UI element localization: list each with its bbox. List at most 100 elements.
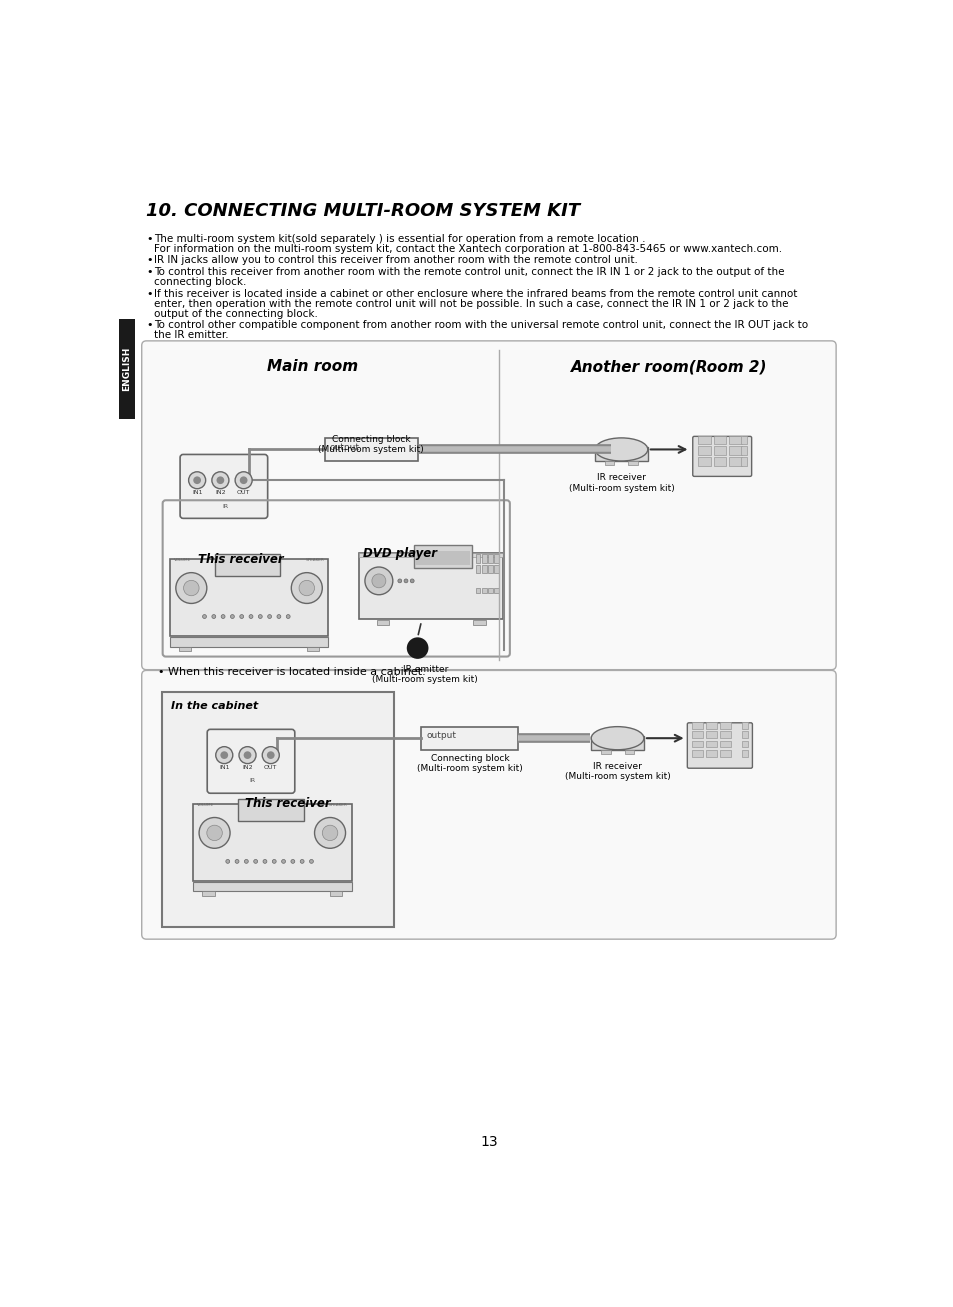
Circle shape: [263, 860, 267, 864]
Circle shape: [231, 614, 234, 618]
FancyBboxPatch shape: [686, 723, 752, 769]
Text: This receiver: This receiver: [198, 553, 284, 566]
FancyBboxPatch shape: [162, 691, 394, 927]
FancyBboxPatch shape: [415, 550, 470, 565]
Circle shape: [215, 746, 233, 763]
FancyBboxPatch shape: [705, 750, 716, 757]
FancyBboxPatch shape: [359, 553, 502, 557]
Circle shape: [183, 580, 199, 596]
FancyBboxPatch shape: [713, 447, 725, 455]
Text: VOLUME: VOLUME: [196, 802, 213, 806]
Circle shape: [239, 614, 243, 618]
FancyBboxPatch shape: [691, 721, 702, 729]
FancyBboxPatch shape: [214, 554, 280, 575]
Text: •: •: [146, 234, 152, 244]
Text: IR receiver
(Multi-room system kit): IR receiver (Multi-room system kit): [564, 762, 670, 782]
FancyBboxPatch shape: [595, 447, 647, 461]
FancyBboxPatch shape: [628, 461, 637, 465]
Text: IN1: IN1: [219, 765, 230, 770]
Ellipse shape: [591, 727, 643, 750]
Circle shape: [253, 860, 257, 864]
Circle shape: [212, 614, 215, 618]
Text: To control other compatible component from another room with the universal remot: To control other compatible component fr…: [154, 320, 807, 331]
Circle shape: [406, 638, 428, 659]
Text: •: •: [146, 320, 152, 331]
FancyBboxPatch shape: [481, 554, 486, 562]
Circle shape: [276, 614, 280, 618]
Text: ENGLISH: ENGLISH: [122, 346, 132, 391]
FancyBboxPatch shape: [698, 447, 710, 455]
Text: If this receiver is located inside a cabinet or other enclosure where the infrar: If this receiver is located inside a cab…: [154, 289, 797, 298]
FancyBboxPatch shape: [488, 554, 493, 562]
FancyBboxPatch shape: [713, 457, 725, 465]
Text: Connecting block
(Multi-room system kit): Connecting block (Multi-room system kit): [416, 754, 522, 772]
FancyBboxPatch shape: [720, 721, 730, 729]
FancyBboxPatch shape: [728, 435, 740, 444]
FancyBboxPatch shape: [705, 741, 716, 748]
FancyBboxPatch shape: [691, 750, 702, 757]
FancyBboxPatch shape: [142, 341, 835, 669]
Circle shape: [189, 472, 206, 489]
Text: connecting block.: connecting block.: [154, 277, 246, 288]
FancyBboxPatch shape: [202, 891, 214, 897]
FancyBboxPatch shape: [740, 435, 746, 444]
Text: output of the connecting block.: output of the connecting block.: [154, 308, 317, 319]
FancyBboxPatch shape: [376, 621, 389, 625]
Text: output: output: [329, 443, 359, 452]
Circle shape: [410, 579, 414, 583]
Circle shape: [291, 572, 322, 604]
Text: For information on the multi-room system kit, contact the Xantech corporation at: For information on the multi-room system…: [154, 244, 781, 254]
Text: • When this receiver is located inside a cabinet.: • When this receiver is located inside a…: [158, 668, 425, 677]
FancyBboxPatch shape: [740, 457, 746, 465]
Text: IR IN jacks allow you to control this receiver from another room with the remote: IR IN jacks allow you to control this re…: [154, 255, 638, 265]
FancyBboxPatch shape: [720, 741, 730, 748]
FancyBboxPatch shape: [600, 750, 610, 754]
FancyBboxPatch shape: [207, 729, 294, 793]
Text: output: output: [426, 732, 456, 740]
Circle shape: [286, 614, 290, 618]
FancyBboxPatch shape: [720, 731, 730, 738]
FancyBboxPatch shape: [740, 741, 747, 748]
FancyBboxPatch shape: [494, 565, 498, 574]
Text: SPEAKER: SPEAKER: [329, 802, 348, 806]
FancyBboxPatch shape: [481, 588, 486, 593]
Text: OUT: OUT: [236, 490, 250, 495]
FancyBboxPatch shape: [476, 554, 480, 562]
Text: DVD player: DVD player: [363, 548, 436, 561]
Bar: [119, 319, 134, 418]
FancyBboxPatch shape: [170, 559, 328, 635]
Circle shape: [404, 579, 408, 583]
FancyBboxPatch shape: [624, 750, 633, 754]
Circle shape: [212, 472, 229, 489]
Circle shape: [234, 860, 239, 864]
FancyBboxPatch shape: [740, 721, 747, 729]
Text: Connecting block
(Multi-room system kit): Connecting block (Multi-room system kit): [318, 435, 423, 455]
FancyBboxPatch shape: [691, 741, 702, 748]
Text: In the cabinet: In the cabinet: [171, 702, 258, 711]
FancyBboxPatch shape: [476, 565, 480, 574]
Circle shape: [267, 752, 274, 759]
Circle shape: [300, 860, 304, 864]
FancyBboxPatch shape: [494, 554, 498, 562]
Text: IN2: IN2: [214, 490, 226, 495]
Circle shape: [199, 817, 230, 848]
Text: The multi-room system kit(sold separately ) is essential for operation from a re: The multi-room system kit(sold separatel…: [154, 234, 645, 244]
Circle shape: [258, 614, 262, 618]
FancyBboxPatch shape: [324, 438, 417, 461]
Circle shape: [226, 860, 230, 864]
Text: IR receiver
(Multi-room system kit): IR receiver (Multi-room system kit): [568, 473, 674, 493]
Text: VOLUME: VOLUME: [173, 558, 191, 562]
FancyBboxPatch shape: [591, 736, 643, 750]
FancyBboxPatch shape: [705, 721, 716, 729]
Circle shape: [239, 746, 255, 763]
Circle shape: [309, 860, 313, 864]
Circle shape: [365, 567, 393, 595]
Circle shape: [243, 752, 252, 759]
Circle shape: [202, 614, 206, 618]
FancyBboxPatch shape: [193, 882, 352, 891]
Circle shape: [175, 572, 207, 604]
FancyBboxPatch shape: [740, 447, 746, 455]
Text: •: •: [146, 289, 152, 298]
Circle shape: [372, 574, 385, 588]
Circle shape: [216, 476, 224, 484]
